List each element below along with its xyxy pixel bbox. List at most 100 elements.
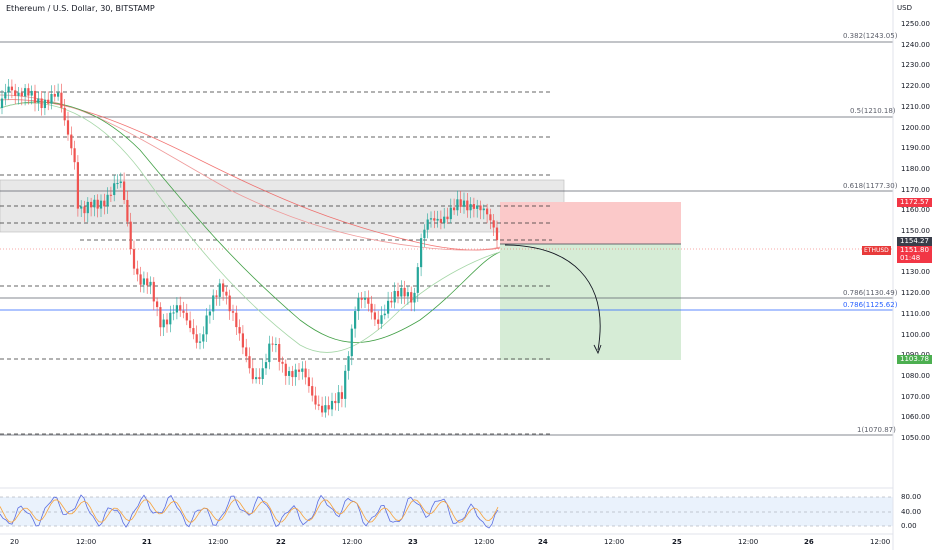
candle-body [482, 208, 485, 211]
price-tick-label: 1080.00 [901, 371, 930, 380]
candle-body [93, 199, 96, 208]
candle-body [235, 312, 238, 328]
candle-body [24, 88, 27, 97]
candle-body [149, 281, 152, 286]
time-tick-label: 12:00 [738, 538, 759, 546]
take-profit-zone[interactable] [500, 244, 681, 360]
candle-body [228, 295, 231, 312]
candle-body [324, 405, 327, 413]
candle-body [472, 204, 475, 209]
candle-body [189, 320, 192, 329]
price-tick-label: 1110.00 [901, 309, 930, 318]
candle-body [278, 344, 281, 362]
candle-body [205, 315, 208, 335]
candle-body [169, 312, 172, 325]
candle-body [439, 218, 442, 223]
candle-body [446, 216, 449, 220]
candle-body [403, 287, 406, 297]
candle-body [390, 300, 393, 303]
candle-body [165, 319, 169, 325]
candle-body [96, 199, 99, 209]
candle-body [271, 343, 274, 345]
price-tick-label: 1070.00 [901, 392, 930, 401]
price-tick-label: 1130.00 [901, 268, 930, 277]
time-tick-label: 24 [538, 538, 548, 546]
fib-5-label: 0.5(1210.18) [850, 107, 896, 115]
candle-body [73, 148, 76, 163]
candle-body [86, 201, 89, 214]
candle-body [420, 238, 423, 268]
candle-body [426, 219, 429, 230]
candle-body [238, 327, 241, 334]
candle-body [453, 207, 456, 211]
candle-body [330, 400, 334, 410]
candle-body [479, 205, 482, 211]
chart-title[interactable]: Ethereum / U.S. Dollar, 30, BITSTAMP [6, 4, 155, 13]
candle-body [340, 392, 343, 399]
candle-body [393, 290, 396, 303]
candle-body [99, 200, 103, 209]
candle-body [182, 310, 185, 313]
candle-body [179, 305, 182, 311]
candle-body [396, 290, 400, 297]
time-tick-label: 12:00 [604, 538, 625, 546]
candle-body [146, 278, 149, 286]
candle-body [423, 229, 426, 239]
candle-body [377, 319, 380, 324]
candle-body [456, 199, 459, 211]
price-tick-label: 1240.00 [901, 40, 930, 49]
candle-body [185, 312, 188, 321]
fib-lines [0, 41, 893, 436]
price-tick-label: 1050.00 [901, 434, 930, 442]
candle-body [172, 312, 175, 314]
candle-body [53, 94, 56, 97]
candle-body [215, 295, 218, 297]
price-tick-label: 1220.00 [901, 82, 930, 91]
candle-body [0, 98, 4, 108]
candle-body [383, 313, 386, 316]
time-tick-label: 20 [10, 538, 19, 546]
candle-body [83, 206, 86, 214]
candle-body [360, 297, 363, 300]
candle-body [116, 183, 119, 185]
candle-body [43, 99, 46, 109]
candle-body [90, 201, 93, 208]
candle-body [202, 334, 205, 342]
candle-body [311, 386, 314, 396]
stop-loss-zone[interactable] [500, 202, 681, 244]
time-tick-label: 25 [672, 538, 682, 546]
candle-body [268, 343, 271, 363]
candle-body [4, 92, 7, 99]
price-tick-label: 1210.00 [901, 102, 930, 111]
candle-body [274, 344, 277, 346]
candle-body [281, 361, 284, 364]
price-tick-label: 1060.00 [901, 413, 930, 422]
candle-body [113, 183, 116, 196]
candle-body [307, 377, 310, 387]
candle-body [373, 312, 376, 320]
symbol-tag: ETHUSD [862, 246, 891, 255]
candle-body [469, 204, 472, 211]
candle-body [37, 98, 40, 103]
candle-body [301, 368, 304, 372]
time-tick-label: 12:00 [208, 538, 229, 546]
fib-786a-label: 0.786(1130.49) [843, 289, 898, 297]
candle-body [476, 205, 479, 209]
candle-body [380, 315, 383, 324]
candle-body [27, 88, 30, 96]
candle-body [60, 92, 63, 108]
candle-body [10, 86, 13, 91]
candle-body [433, 218, 436, 221]
price-tick-label: 1190.00 [901, 144, 930, 153]
candle-body [231, 311, 235, 313]
rsi-levels [0, 496, 893, 527]
candle-body [416, 267, 419, 293]
candle-body [413, 292, 416, 303]
time-tick-label: 12:00 [76, 538, 97, 546]
time-tick-label: 22 [276, 538, 286, 546]
price-tick-label: 1230.00 [901, 61, 930, 70]
candle-body [410, 292, 413, 303]
candle-body [70, 134, 73, 149]
candle-body [251, 368, 254, 380]
